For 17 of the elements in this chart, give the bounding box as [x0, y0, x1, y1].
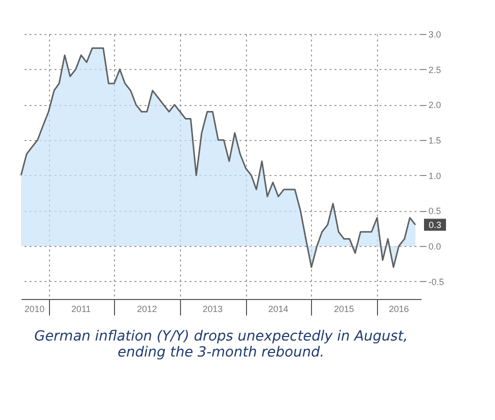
x-tick-label: 2010 [24, 304, 45, 314]
y-tick-label: 1.0 [428, 170, 442, 181]
y-tick-label: 0.0 [428, 242, 442, 252]
x-tick-label: 2013 [202, 304, 223, 314]
text: German inflation (Y/Y) drops unexpectedly in August, ending the 3-month rebound. [34, 328, 408, 360]
y-tick-label: 1.5 [428, 136, 442, 146]
y-tick-label: 2.0 [428, 100, 442, 110]
y-tick-label: 2.5 [428, 64, 442, 75]
x-tick-label: 2015 [334, 304, 354, 314]
x-tick-label: 2016 [388, 304, 409, 314]
x-tick-label: 2011 [71, 304, 91, 314]
x-tick-label: 2014 [268, 304, 288, 314]
y-tick-label: 0.5 [428, 206, 442, 216]
y-tick-label: 3.0 [428, 30, 442, 40]
x-tick-label: 2012 [136, 304, 157, 314]
annotation: 0.3 [428, 220, 442, 230]
y-tick-label: -0.5 [428, 276, 444, 287]
